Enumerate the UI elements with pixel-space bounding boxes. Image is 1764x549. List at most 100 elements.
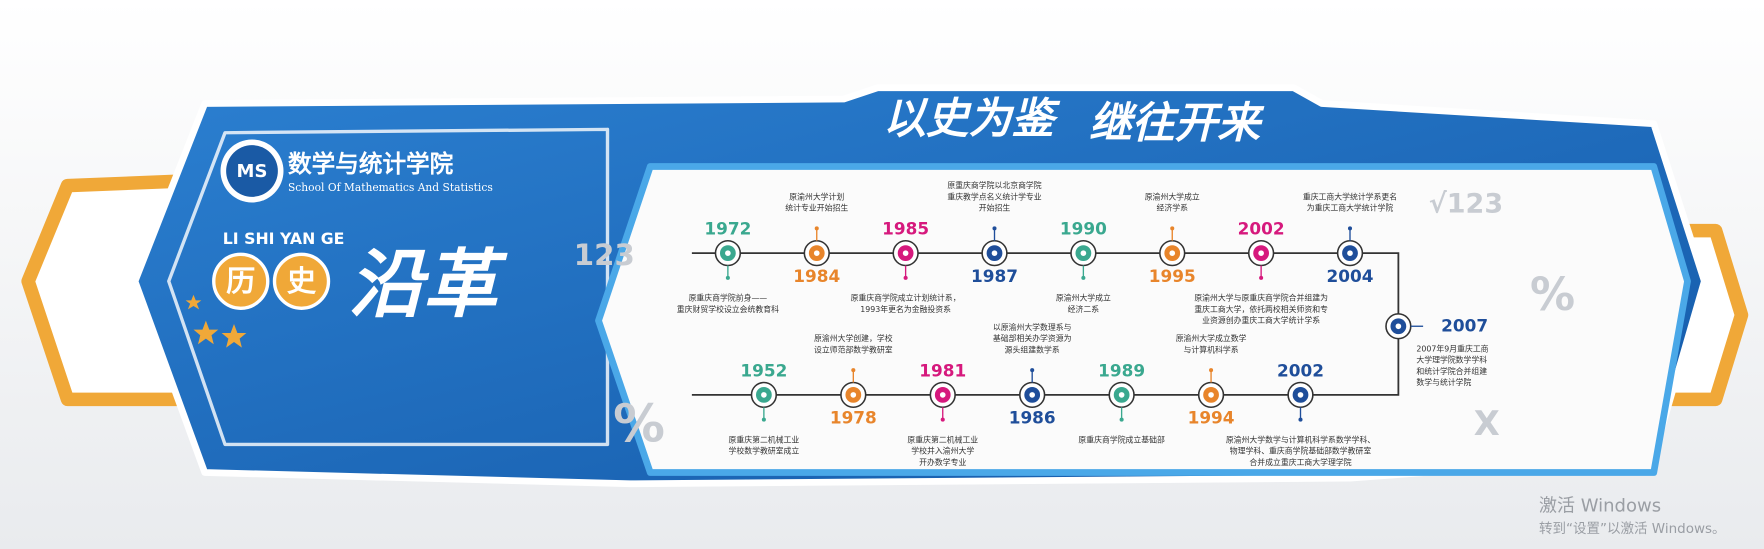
event-desc: 开办数学专业: [919, 457, 966, 467]
stem-dot: [940, 417, 945, 422]
node-center: [902, 250, 909, 256]
event-desc: 原重庆第二机械工业: [729, 434, 800, 444]
node-center: [1297, 392, 1304, 398]
timeline-panel: [595, 163, 1691, 476]
event-desc: 开始招生: [979, 203, 1011, 213]
year: 1985: [882, 219, 929, 239]
decor-text: 123: [574, 238, 635, 272]
stem-dot: [1298, 417, 1303, 422]
node-center: [939, 392, 946, 398]
event-desc: 业资源创办重庆工商大学统计学系: [1202, 315, 1320, 325]
decor: √123 123 % % X: [574, 188, 1575, 454]
decor-text: %: [613, 395, 665, 455]
event-desc: 原渝州大学成立: [1145, 191, 1200, 201]
node-center: [1347, 250, 1353, 256]
year: 2002: [1277, 360, 1324, 380]
event-desc: 原渝州大学数学与计算机科学系数学学科、: [1226, 434, 1375, 444]
event-desc: 原渝州大学创建，学校: [814, 333, 893, 343]
event-desc: 原渝州大学与原重庆商学院合并组建为: [1194, 293, 1328, 303]
event-desc: 原重庆第二机械工业: [907, 434, 978, 444]
event-desc: 大学理学院数学学科: [1416, 355, 1487, 365]
event-desc: 经济学系: [1157, 203, 1189, 213]
stem-dot: [1081, 275, 1086, 280]
char-circle: [212, 252, 270, 310]
stem-dot: [851, 368, 856, 373]
year: 1990: [1060, 219, 1107, 239]
node-center: [1208, 392, 1214, 398]
event-desc: 2007年9月重庆工商: [1416, 343, 1488, 353]
event-desc: 与计算机科学系: [1184, 344, 1239, 354]
event-desc: 经济二系: [1068, 304, 1100, 314]
node-center: [1029, 392, 1035, 398]
stem-dot: [1259, 275, 1264, 280]
stem-dot: [1209, 368, 1214, 373]
node-center: [1080, 250, 1087, 256]
node-center: [1118, 392, 1125, 398]
logo-mark: MS: [237, 161, 268, 182]
event-desc: 和统计学院合并组建: [1416, 366, 1487, 376]
logo-inner: [226, 145, 278, 197]
decor-text: X: [1474, 404, 1500, 443]
event-desc: 学校并入渝州大学: [911, 446, 974, 456]
pinyin: LI SHI YAN GE: [223, 229, 345, 248]
slogan: 以史为鉴: [883, 94, 1060, 144]
event-desc: 重庆工商大学统计学系更名: [1303, 191, 1397, 201]
event-desc: 重庆教学点名义统计学专业: [947, 191, 1041, 201]
event-desc: 设立师范部数学教研室: [814, 344, 893, 354]
year: 1984: [793, 266, 840, 286]
event-desc: 统计专业开始招生: [785, 203, 848, 213]
event-desc: 基础部相关办学资源为: [993, 333, 1072, 343]
stem-dot: [761, 417, 766, 422]
school-name: 数学与统计学院: [288, 150, 454, 178]
year: 1978: [830, 408, 877, 428]
decor-text: %: [1530, 268, 1575, 321]
stem-dot: [1030, 368, 1035, 373]
char: 历: [226, 264, 255, 298]
event-desc: 合并成立重庆工商大学理学院: [1249, 457, 1351, 467]
node-center: [850, 392, 857, 398]
watermark: 激活 Windows: [1539, 495, 1661, 516]
char-circle: [272, 252, 331, 310]
event-desc: 为重庆工商大学统计学院: [1307, 203, 1394, 213]
stem-dot: [903, 275, 908, 280]
event-desc: 原重庆商学院成立基础部: [1078, 434, 1165, 444]
stem-dot: [1119, 417, 1124, 422]
event-desc: 重庆财贸学校设立会统教育科: [677, 304, 779, 314]
node-center: [1169, 250, 1176, 256]
event-desc: 1993年更名为金融投资系: [860, 304, 951, 314]
event-desc: 原重庆商学院成立计划统计系，: [851, 293, 961, 303]
event-desc: 原重庆商学院以北京商学院: [947, 180, 1041, 190]
node-center: [761, 392, 767, 398]
year: 1995: [1149, 266, 1196, 286]
stem-dot: [725, 275, 730, 280]
slogan: 继往开来: [1089, 99, 1265, 149]
event-desc: 原重庆商学院前身——: [689, 293, 768, 303]
event-desc: 源头组建数学系: [1005, 344, 1060, 354]
event-desc: 数学与统计学院: [1416, 377, 1471, 387]
event-desc: 物理学科、重庆商学院基础部数学教研室: [1230, 446, 1372, 456]
year: 1972: [704, 219, 751, 239]
event-desc: 重庆工商大学，依托两校相关师资和专: [1194, 304, 1328, 314]
event-desc: 以原渝州大学数理系与: [993, 322, 1072, 332]
year: 1952: [740, 360, 787, 380]
stem-dot: [814, 226, 819, 231]
stem-dot: [1347, 226, 1353, 231]
year: 1994: [1188, 408, 1235, 428]
timeline: 1972 原重庆商学院前身——重庆财贸学校设立会统教育科 1984 原渝州大学计划统计…: [677, 180, 1489, 467]
node-center: [813, 250, 820, 256]
decor-text: √123: [1429, 188, 1503, 219]
stem-dot: [992, 226, 997, 231]
stars: [185, 294, 247, 348]
event-desc: 学校数学教研室成立: [729, 446, 800, 456]
year: 1986: [1009, 408, 1056, 428]
event-desc: 原渝州大学计划: [789, 191, 844, 201]
year: 1987: [971, 266, 1018, 286]
year: 2007: [1441, 315, 1488, 335]
node-center: [1395, 323, 1402, 330]
event-desc: 原渝州大学成立: [1056, 293, 1111, 303]
school-name-en: School Of Mathematics And Statistics: [288, 181, 493, 194]
year: 2004: [1327, 266, 1374, 286]
year: 1989: [1098, 360, 1145, 380]
